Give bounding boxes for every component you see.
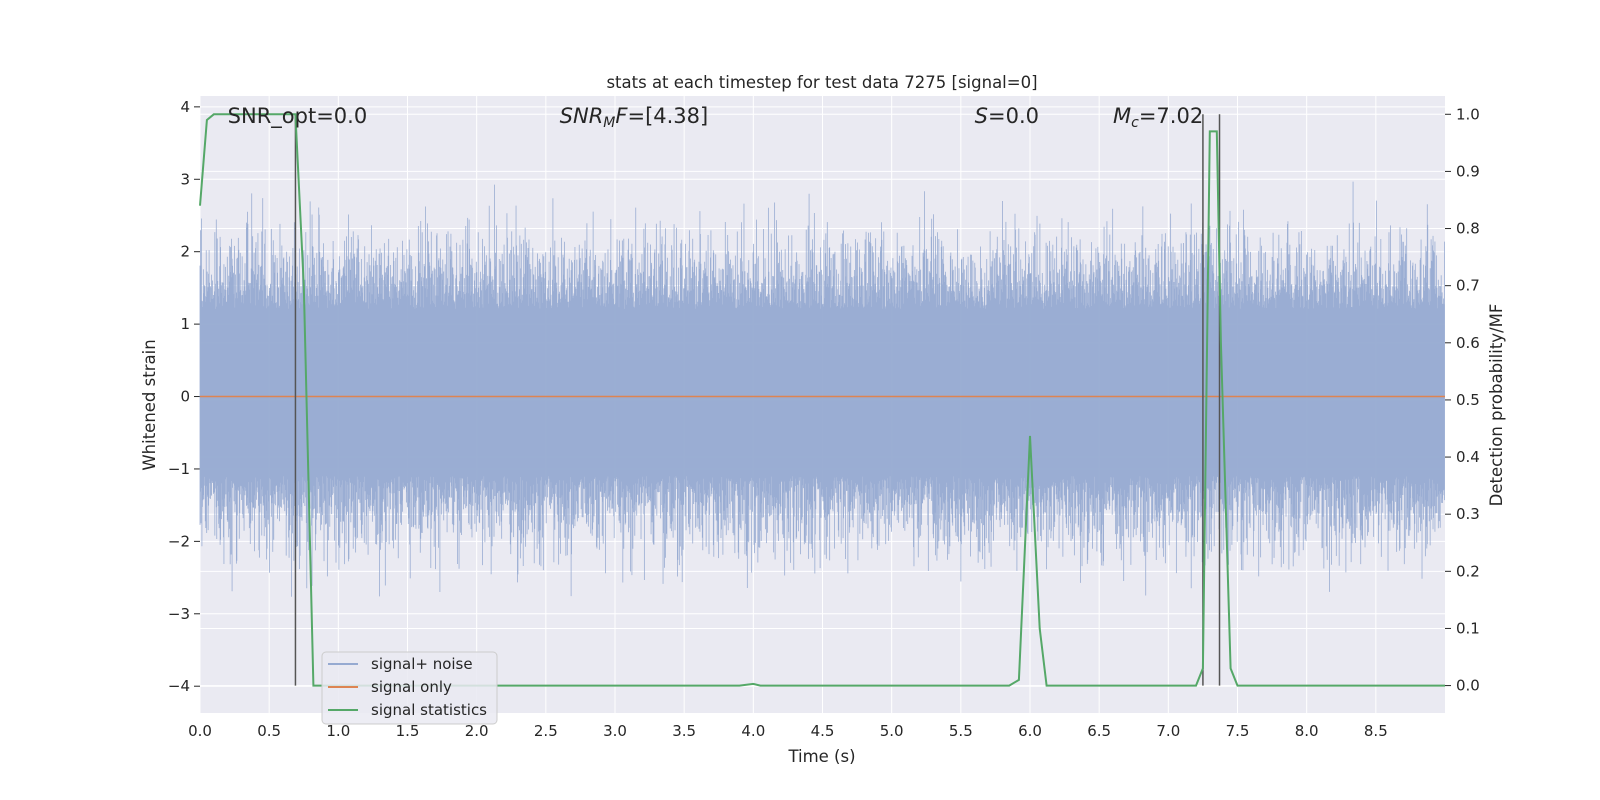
x-tick-label: 4.5 <box>811 722 835 740</box>
right-y-tick-label: 0.7 <box>1456 277 1480 295</box>
x-tick-label: 5.0 <box>880 722 904 740</box>
legend-label-noise: signal+ noise <box>371 655 473 673</box>
x-tick-label: 4.0 <box>741 722 765 740</box>
right-y-tick-label: 0.5 <box>1456 391 1480 409</box>
annotations: SNR_opt=0.0 SNRMF=[4.38] S=0.0 Mc=7.02 <box>228 104 1204 131</box>
x-tick-label: 1.5 <box>396 722 420 740</box>
x-tick-label: 8.5 <box>1364 722 1388 740</box>
x-tick-label: 1.0 <box>326 722 350 740</box>
left-y-tick-label: 4 <box>180 98 190 116</box>
x-tick-label: 5.5 <box>949 722 973 740</box>
annotation-mc: Mc=7.02 <box>1113 104 1203 131</box>
left-y-tick-label: −1 <box>168 460 190 478</box>
x-tick-label: 8.0 <box>1295 722 1319 740</box>
x-tick-labels: 0.0 0.5 1.0 1.5 2.0 2.5 3.0 3.5 4.0 4.5 5.0 5.5 6.0 6… <box>188 722 1388 740</box>
left-y-tick-label: −2 <box>168 532 190 550</box>
legend-label-signal: signal only <box>371 678 452 696</box>
left-y-tick-labels: 4 3 2 1 0 −1 −2 −3 −4 <box>168 98 190 695</box>
right-y-tick-label: 1.0 <box>1456 105 1480 123</box>
right-y-tick-label: 0.6 <box>1456 334 1480 352</box>
legend: signal+ noise signal only signal statist… <box>321 651 498 725</box>
left-y-tick-label: 0 <box>180 388 190 406</box>
right-y-tick-label: 0.8 <box>1456 220 1480 238</box>
left-y-tick-label: 3 <box>180 170 190 188</box>
x-tick-label: 6.0 <box>1018 722 1042 740</box>
left-y-tick-label: 1 <box>180 315 190 333</box>
left-y-tick-label: 2 <box>180 243 190 261</box>
x-tick-label: 3.5 <box>672 722 696 740</box>
right-y-tick-label: 0.0 <box>1456 677 1480 695</box>
right-y-tick-label: 0.4 <box>1456 448 1480 466</box>
x-tick-label: 3.0 <box>603 722 627 740</box>
annotation-s: S=0.0 <box>975 104 1039 128</box>
left-y-tick-label: −3 <box>168 605 190 623</box>
x-tick-label: 0.0 <box>188 722 212 740</box>
x-tick-label: 0.5 <box>257 722 281 740</box>
annotation-snr-opt: SNR_opt=0.0 <box>228 104 368 129</box>
right-y-tick-labels: 1.0 0.9 0.8 0.7 0.6 0.5 0.4 0.3 0.2 0.1 0.0 <box>1456 105 1480 694</box>
right-y-tick-label: 0.3 <box>1456 505 1480 523</box>
x-tick-label: 6.5 <box>1087 722 1111 740</box>
x-tick-label: 2.0 <box>465 722 489 740</box>
annotation-snr-mf: SNRMF=[4.38] <box>560 104 709 131</box>
left-y-axis-label: Whitened strain <box>140 339 159 470</box>
x-tick-label: 7.5 <box>1226 722 1250 740</box>
x-tick-label: 7.0 <box>1156 722 1180 740</box>
legend-label-statistics: signal statistics <box>371 701 487 719</box>
legend-box <box>321 651 498 725</box>
x-axis-label: Time (s) <box>787 747 855 766</box>
x-tick-label: 2.5 <box>534 722 558 740</box>
right-y-tick-label: 0.9 <box>1456 162 1480 180</box>
right-y-tick-label: 0.2 <box>1456 562 1480 580</box>
right-y-tick-label: 0.1 <box>1456 619 1480 637</box>
right-y-axis-label: Detection probability/MF <box>1487 304 1506 507</box>
left-y-tick-label: −4 <box>168 677 190 695</box>
chart-title: stats at each timestep for test data 727… <box>606 73 1037 92</box>
signal-statistics-line <box>199 113 1445 687</box>
